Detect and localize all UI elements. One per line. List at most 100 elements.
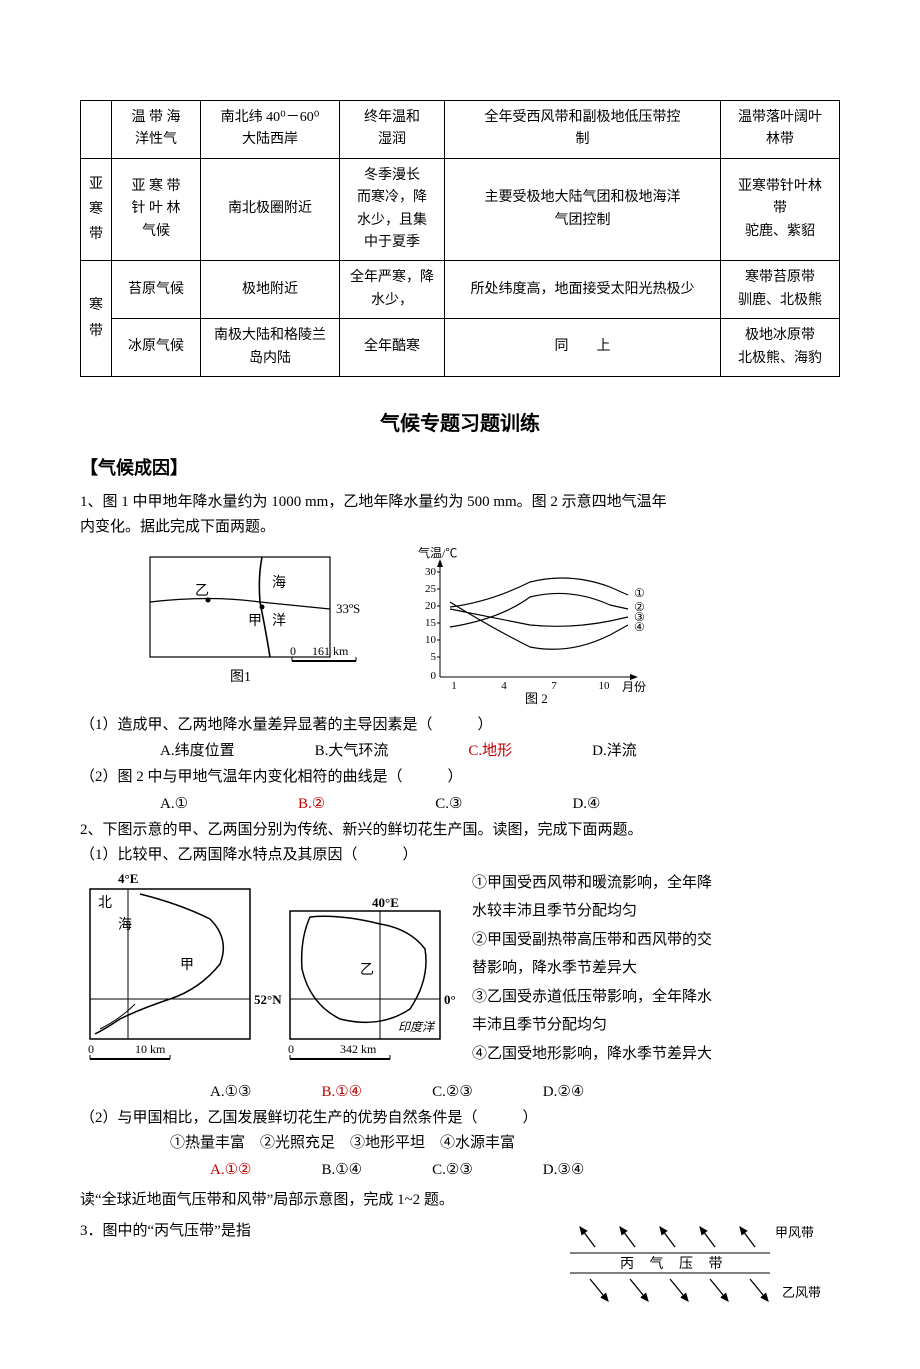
q2-side-l4: 替影响，降水季节差异大: [472, 954, 840, 983]
svg-text:40°E: 40°E: [372, 895, 399, 910]
cell-text: 冰原气候: [128, 339, 184, 354]
q1-2-opt-d: D.④: [572, 791, 600, 818]
table-row: 亚 寒 带 亚 寒 带 针 叶 林 气候 南北极圈附近 冬季漫长 而寒冷，降 水…: [81, 158, 840, 261]
cell-text: 全年严寒，降: [350, 270, 434, 285]
q2-side-l5: ③乙国受赤道低压带影响，全年降水: [472, 983, 840, 1012]
cell-text: 温带落叶阔叶: [738, 110, 822, 125]
q2-2-opt-b: B.①④: [321, 1157, 362, 1184]
table-row: 冰原气候 南极大陆和格陵兰 岛内陆 全年酷寒 同 上 极地冰原带 北极熊、海豹: [81, 319, 840, 377]
svg-text:图1: 图1: [230, 670, 251, 685]
svg-text:乙风带: 乙风带: [782, 1285, 821, 1300]
cell-text: 寒: [89, 293, 103, 318]
cell-text: 亚寒带针叶林: [738, 179, 822, 194]
q2-opt-a: A.①③: [210, 1079, 251, 1106]
svg-text:北: 北: [98, 895, 112, 911]
svg-text:0: 0: [88, 1042, 94, 1056]
svg-text:10 km: 10 km: [135, 1042, 166, 1056]
cell-text: 制: [576, 132, 590, 147]
q2-2-opt-d: D.③④: [543, 1157, 584, 1184]
q2-sub1: （1）比较甲、乙两国降水特点及其原因（ ）: [80, 843, 840, 869]
cell-text: 大陆西岸: [242, 132, 298, 147]
cell-text: 极地附近: [242, 282, 298, 297]
q2-stem: 2、下图示意的甲、乙两国分别为传统、新兴的鲜切花生产国。读图，完成下面两题。: [80, 818, 840, 844]
svg-text:印度洋: 印度洋: [398, 1020, 436, 1034]
svg-text:15: 15: [425, 617, 437, 629]
q2-sub2: （2）与甲国相比，乙国发展鲜切花生产的优势自然条件是（ ）: [80, 1106, 840, 1132]
svg-text:海: 海: [118, 917, 132, 933]
bridge-text: 读“全球近地面气压带和风带”局部示意图，完成 1~2 题。: [80, 1188, 840, 1214]
cell-text: 带: [773, 201, 787, 216]
svg-text:乙: 乙: [195, 583, 209, 599]
svg-text:乙: 乙: [360, 962, 374, 978]
q1-2-opt-b: B.②: [298, 791, 325, 818]
q3-figure-wind: 甲风带 丙 气 压 带 乙风带: [560, 1219, 840, 1309]
cell-text: 气候: [142, 224, 170, 239]
svg-text:0: 0: [290, 644, 296, 658]
cell-text: 南极大陆和格陵兰: [214, 328, 326, 343]
q2-side-l6: 丰沛且季节分配均匀: [472, 1011, 840, 1040]
svg-text:4°E: 4°E: [118, 871, 138, 886]
svg-text:5: 5: [431, 651, 437, 663]
cell-text: 中于夏季: [364, 235, 420, 250]
q2-side-l3: ②甲国受副热带高压带和西风带的交: [472, 926, 840, 955]
svg-text:图 2: 图 2: [525, 691, 548, 706]
q2-side-l7: ④乙国受地形影响，降水季节差异大: [472, 1040, 840, 1069]
section-heading: 【气候成因】: [80, 454, 840, 480]
q2-side-l2: 水较丰沛且季节分配均匀: [472, 897, 840, 926]
q1-stem-line1: 1、图 1 中甲地年降水量约为 1000 mm，乙地年降水量约为 500 mm。…: [80, 490, 840, 516]
cell-text: 亚: [89, 172, 103, 197]
svg-text:25: 25: [425, 583, 437, 595]
q1-2-opt-a: A.①: [160, 791, 188, 818]
q2-conditions: ①热量丰富 ②光照充足 ③地形平坦 ④水源丰富: [80, 1131, 840, 1157]
svg-text:1: 1: [451, 680, 457, 692]
cell-text: 岛内陆: [249, 351, 291, 366]
table-row: 寒 带 苔原气候 极地附近 全年严寒，降 水少， 所处纬度高，地面接受太阳光热极…: [81, 261, 840, 319]
q2-side-l1: ①甲国受西风带和暖流影响，全年降: [472, 869, 840, 898]
cell-text: 主要受极地大陆气团和极地海洋: [485, 190, 681, 205]
svg-text:33ºS: 33ºS: [336, 601, 360, 616]
climate-table: 温 带 海 洋性气 南北纬 40⁰－60⁰ 大陆西岸 终年温和 湿润 全年受西风…: [80, 100, 840, 377]
cell-text: 所处纬度高，地面接受太阳光热极少: [471, 282, 695, 297]
cell-text: 带: [89, 319, 103, 344]
q2-figure-maps: 4°E 北 海 甲 52°N 0 10 km 40°E 0° 乙 印度洋: [80, 869, 460, 1079]
q1-opt-c: C.地形: [468, 738, 512, 765]
q3-stem: 3．图中的“丙气压带”是指: [80, 1219, 251, 1245]
cell-text: 寒带苔原带: [745, 270, 815, 285]
cell-text: 驯鹿、北极熊: [738, 293, 822, 308]
q1-opt-a: A.纬度位置: [160, 738, 235, 765]
cell-text: 冬季漫长: [364, 168, 420, 183]
q2-2-opt-a: A.①②: [210, 1157, 251, 1184]
cell-text: 北极熊、海豹: [738, 351, 822, 366]
svg-text:10: 10: [425, 634, 437, 646]
svg-text:①: ①: [634, 586, 645, 600]
svg-text:④: ④: [634, 620, 645, 634]
q2-opt-d: D.②④: [543, 1079, 584, 1106]
svg-text:7: 7: [551, 680, 557, 692]
page-title: 气候专题习题训练: [80, 407, 840, 436]
svg-text:海: 海: [272, 575, 286, 591]
cell-text: 气团控制: [555, 213, 611, 228]
cell-text: 南北极圈附近: [228, 201, 312, 216]
cell-text: 全年酷寒: [364, 339, 420, 354]
q1-opt-d: D.洋流: [592, 738, 637, 765]
svg-text:10: 10: [599, 680, 611, 692]
cell-text: 水少，: [371, 293, 413, 308]
svg-text:30: 30: [425, 566, 437, 578]
cell-text: 带: [89, 222, 103, 247]
cell-text: 温 带 海: [132, 110, 181, 125]
cell-text: 而寒冷，降: [357, 190, 427, 205]
svg-text:丙 气 压 带: 丙 气 压 带: [620, 1256, 729, 1272]
cell-text: 寒: [89, 197, 103, 222]
svg-text:0: 0: [431, 670, 437, 682]
cell-text: 针 叶 林: [132, 201, 181, 216]
svg-text:气温/℃: 气温/℃: [418, 547, 457, 560]
q2-opt-b: B.①④: [321, 1079, 362, 1106]
svg-text:0: 0: [288, 1042, 294, 1056]
q2-opt-c: C.②③: [432, 1079, 473, 1106]
cell-text: 极地冰原带: [745, 328, 815, 343]
q2-2-opt-c: C.②③: [432, 1157, 473, 1184]
svg-text:161 km: 161 km: [312, 644, 349, 658]
q1-opt-b: B.大气环流: [315, 738, 389, 765]
q1-sub1: （1）造成甲、乙两地降水量差异显著的主导因素是（ ）: [80, 713, 840, 739]
svg-text:洋: 洋: [272, 613, 286, 629]
